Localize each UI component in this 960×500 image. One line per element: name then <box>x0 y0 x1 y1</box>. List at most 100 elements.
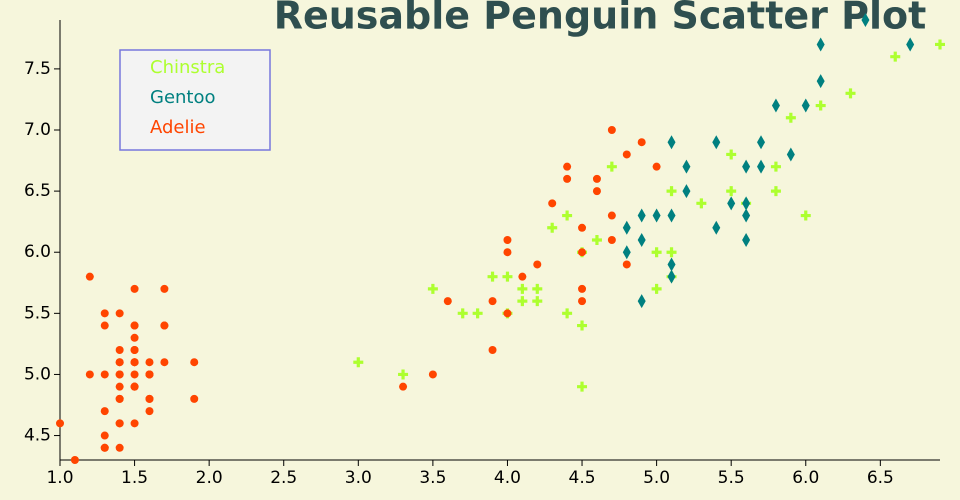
point <box>532 283 543 294</box>
point <box>666 247 677 258</box>
point <box>145 358 154 367</box>
point <box>487 271 498 282</box>
point <box>503 248 512 257</box>
point <box>115 382 124 391</box>
point <box>130 284 139 293</box>
x-tick-label: 3.0 <box>345 468 372 488</box>
point <box>130 333 139 342</box>
point <box>727 196 736 211</box>
point <box>786 147 795 162</box>
point <box>757 159 766 174</box>
point <box>578 248 587 257</box>
point <box>815 100 826 111</box>
point <box>682 159 691 174</box>
point <box>592 187 601 196</box>
point <box>651 283 662 294</box>
point <box>160 358 169 367</box>
point <box>667 257 676 272</box>
y-tick-label: 6.5 <box>24 181 51 201</box>
point <box>578 223 587 232</box>
point <box>637 294 646 309</box>
point <box>115 419 124 428</box>
point <box>115 443 124 452</box>
point <box>742 208 751 223</box>
point <box>771 98 780 113</box>
point <box>712 220 721 235</box>
point <box>443 297 452 306</box>
point <box>742 196 751 211</box>
point <box>562 210 573 221</box>
point <box>816 37 825 52</box>
x-tick-label: 4.0 <box>494 468 521 488</box>
x-tick-label: 2.5 <box>270 468 297 488</box>
point <box>622 150 631 159</box>
point <box>457 308 468 319</box>
legend-label: Chinstra <box>150 57 225 78</box>
point <box>428 370 437 379</box>
point <box>85 272 94 281</box>
point <box>130 419 139 428</box>
point <box>667 135 676 150</box>
point <box>145 407 154 416</box>
point <box>712 135 721 150</box>
point <box>503 236 512 244</box>
point <box>115 309 124 318</box>
legend-label: Adelie <box>150 117 206 138</box>
point <box>861 13 870 27</box>
point <box>637 138 646 147</box>
point <box>906 37 915 52</box>
x-tick-label: 6.5 <box>867 468 894 488</box>
point <box>563 162 572 171</box>
point <box>622 245 631 260</box>
point <box>130 370 139 379</box>
point <box>800 210 811 221</box>
point <box>502 271 513 282</box>
point <box>816 74 825 89</box>
point <box>70 456 79 464</box>
legend-label: Gentoo <box>150 87 216 108</box>
point <box>190 358 199 367</box>
point <box>845 88 856 99</box>
point <box>115 358 124 367</box>
point <box>607 236 616 244</box>
chart-title: Reusable Penguin Scatter Plot <box>274 0 927 38</box>
point <box>770 161 781 172</box>
point <box>145 394 154 403</box>
point <box>85 370 94 379</box>
point <box>190 394 199 403</box>
point <box>532 296 543 307</box>
point <box>770 186 781 197</box>
point <box>160 284 169 293</box>
point <box>160 321 169 330</box>
point <box>666 186 677 197</box>
y-tick-label: 5.0 <box>24 364 51 384</box>
x-tick-label: 5.0 <box>643 468 670 488</box>
point <box>622 220 631 235</box>
y-tick-label: 7.0 <box>24 120 51 140</box>
point <box>503 309 512 318</box>
x-tick-label: 3.5 <box>419 468 446 488</box>
point <box>667 269 676 284</box>
point <box>100 431 109 440</box>
point <box>935 39 946 50</box>
point <box>578 284 587 293</box>
point <box>682 184 691 199</box>
point <box>607 211 616 220</box>
point <box>890 51 901 62</box>
point <box>145 370 154 379</box>
point <box>622 260 631 269</box>
point <box>517 296 528 307</box>
point <box>607 126 616 134</box>
x-tick-label: 6.0 <box>792 468 819 488</box>
point <box>726 149 737 160</box>
point <box>757 135 766 150</box>
point <box>652 208 661 223</box>
point <box>115 370 124 379</box>
point <box>742 233 751 247</box>
point <box>785 112 796 123</box>
point <box>130 358 139 367</box>
y-tick-label: 7.5 <box>24 59 51 79</box>
point <box>667 208 676 223</box>
point <box>130 346 139 354</box>
point <box>488 346 497 354</box>
